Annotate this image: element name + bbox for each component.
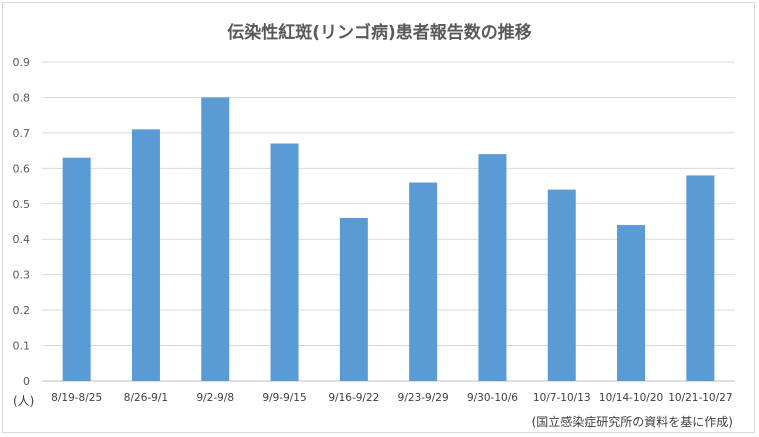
x-tick-label: 10/7-10/13 [533, 392, 591, 404]
bar [62, 157, 91, 381]
y-tick-label: 0.6 [13, 162, 31, 175]
x-tick-label: 10/14-10/20 [599, 392, 663, 404]
y-tick-label: 0.4 [13, 233, 31, 246]
y-tick-label: 0.8 [13, 91, 31, 104]
x-tick-label: 8/19-8/25 [51, 392, 102, 404]
y-tick-label: 0.3 [13, 269, 31, 282]
y-axis-unit-label: (人) [13, 394, 35, 408]
x-tick-label: 9/16-9/22 [328, 392, 379, 404]
bar [270, 143, 299, 381]
y-tick-label: 0 [23, 375, 30, 388]
x-tick-label: 9/30-10/6 [467, 392, 518, 404]
bar [131, 129, 160, 381]
x-tick-label: 10/21-10/27 [668, 392, 732, 404]
x-axis-ticks: 8/19-8/25 8/26-9/1 9/2-9/8 9/9-9/15 9/16-9/2… [51, 392, 732, 404]
chart-title: 伝染性紅斑(リンゴ病)患者報告数の推移 [227, 23, 532, 43]
source-note: (国立感染症研究所の資料を基に作成) [531, 415, 733, 429]
x-tick-label: 9/9-9/15 [262, 392, 306, 404]
y-axis-ticks: 0 0.1 0.2 0.3 0.4 0.5 0.6 0.7 0.8 0.9 [13, 56, 31, 388]
x-tick-label: 8/26-9/1 [124, 392, 168, 404]
bar [201, 97, 230, 381]
y-tick-label: 0.5 [13, 198, 31, 211]
y-tick-label: 0.7 [13, 127, 31, 140]
bar [547, 189, 576, 381]
x-tick-label: 9/2-9/8 [196, 392, 234, 404]
bar [686, 175, 715, 381]
y-tick-label: 0.9 [13, 56, 31, 69]
bars [62, 97, 715, 381]
bar [339, 217, 368, 381]
y-tick-label: 0.2 [13, 304, 31, 317]
bar [409, 182, 438, 381]
x-tick-label: 9/23-9/29 [398, 392, 449, 404]
bar [617, 225, 646, 381]
y-tick-label: 0.1 [13, 340, 31, 353]
bar [478, 154, 507, 381]
